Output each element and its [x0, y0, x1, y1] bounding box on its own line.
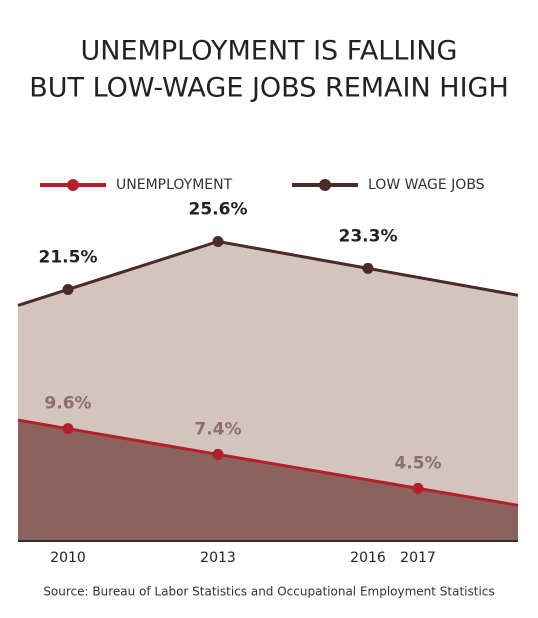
line-extension — [417, 486, 519, 507]
value-label: 9.6% — [44, 394, 91, 414]
legend-swatch — [319, 179, 331, 191]
value-label: 21.5% — [39, 247, 98, 267]
data-point — [362, 262, 374, 274]
data-point — [62, 423, 74, 435]
value-label: 25.6% — [189, 199, 248, 219]
legend-swatch — [67, 179, 79, 191]
data-point — [212, 448, 224, 460]
x-tick-label: 2010 — [50, 550, 86, 566]
line-extension — [17, 288, 69, 307]
value-label: 4.5% — [394, 453, 441, 473]
chart-title: BUT LOW-WAGE JOBS REMAIN HIGH — [29, 73, 509, 104]
line-extension — [17, 418, 69, 431]
legend-label: UNEMPLOYMENT — [116, 177, 233, 193]
data-point — [212, 235, 224, 247]
source-note: Source: Bureau of Labor Statistics and O… — [43, 585, 494, 599]
data-point — [62, 283, 74, 295]
chart-title: UNEMPLOYMENT IS FALLING — [81, 36, 458, 67]
area-fill — [18, 420, 518, 541]
x-tick-label: 2016 — [350, 550, 386, 566]
value-label: 7.4% — [194, 419, 241, 439]
line-extension — [367, 266, 519, 297]
x-tick-label: 2013 — [200, 550, 236, 566]
value-label: 23.3% — [339, 226, 398, 246]
x-tick-label: 2017 — [400, 550, 436, 566]
legend-label: LOW WAGE JOBS — [368, 177, 485, 193]
data-point — [412, 482, 424, 494]
